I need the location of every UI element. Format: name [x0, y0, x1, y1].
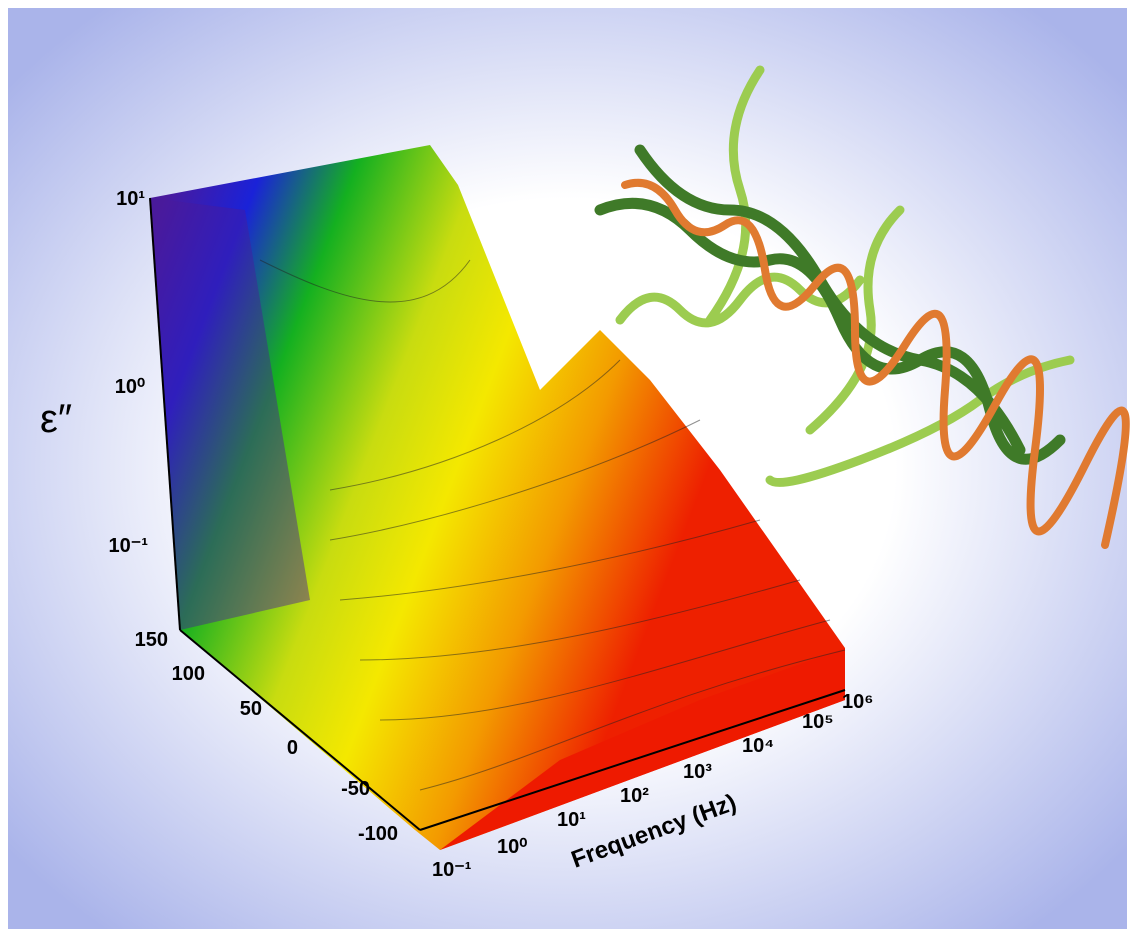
epsilon-tick-label: 10¹	[116, 188, 145, 210]
temperature-tick-label: 50	[240, 698, 262, 720]
surface-base	[440, 648, 845, 850]
surface-wall	[150, 198, 310, 630]
temperature-tick-label: 100	[172, 663, 205, 685]
frequency-tick-label: 10²	[620, 785, 649, 807]
epsilon-tick-label: 10⁻¹	[109, 535, 149, 557]
temperature-tick-label: 0	[287, 737, 298, 759]
frequency-tick-label: 10⁵	[802, 711, 834, 733]
frequency-tick-label: 10⁴	[742, 735, 774, 757]
frequency-tick-label: 10³	[683, 761, 712, 783]
axis-lines	[149, 197, 846, 831]
frequency-tick-label: 10¹	[557, 809, 586, 831]
temperature-tick-label: -50	[341, 778, 370, 800]
epsilon-label: ε″	[40, 397, 72, 441]
surface-mesh	[259, 259, 846, 791]
temperature-tick-label: 150	[135, 629, 168, 651]
epsilon-tick-label: 10⁰	[115, 376, 145, 398]
frequency-tick-label: 10⁰	[497, 836, 527, 858]
frequency-tick-label: 10⁻¹	[432, 859, 472, 881]
frequency-tick-label: 10⁶	[842, 691, 873, 713]
temperature-tick-label: -100	[358, 823, 398, 845]
polymer-illustration	[594, 65, 1130, 549]
surface	[150, 145, 845, 850]
